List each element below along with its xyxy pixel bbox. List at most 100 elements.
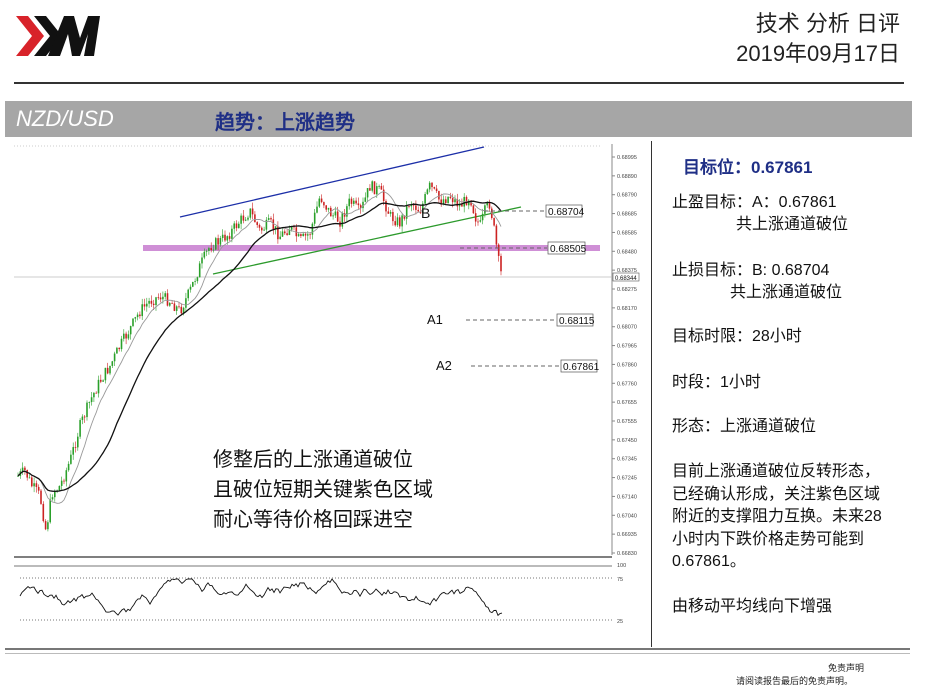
description-line-2: 已经确认形成，关注紫色区域: [672, 486, 881, 503]
purple-zone: [143, 245, 600, 251]
candle-body: [83, 416, 86, 418]
candle-body: [293, 226, 295, 228]
candle-body: [171, 303, 173, 304]
candle-body: [281, 231, 284, 237]
axis-tick-label: 0.68480: [617, 249, 637, 255]
candle-body: [180, 306, 183, 314]
candle-body: [382, 189, 385, 202]
candle-body: [136, 314, 139, 318]
candle-body: [373, 181, 376, 195]
candle-body: [198, 263, 201, 278]
candle-body: [309, 234, 311, 236]
axis-tick-label: 0.67760: [617, 381, 637, 387]
candle-body: [297, 234, 300, 237]
price-axis: 0.68995 0.68890 0.68790 0.68685 0.68585 0.684…: [612, 155, 637, 557]
candle-body: [217, 238, 219, 245]
candle-body: [251, 208, 254, 215]
footer-rule: [5, 648, 910, 650]
candle-body: [286, 233, 288, 235]
candle-body: [451, 198, 454, 203]
axis-tick-label: 0.68890: [617, 174, 637, 180]
candle-body: [221, 234, 224, 238]
xm-logo: XM: [16, 16, 100, 56]
candle-body: [465, 196, 468, 206]
candle-body: [208, 248, 210, 251]
description-line-1: 目前上涨通道破位反转形态，: [672, 463, 881, 480]
candle-body: [37, 486, 40, 491]
candle-body: [192, 281, 194, 287]
candle-body: [495, 225, 498, 245]
candle-body: [65, 470, 68, 482]
candle-body: [35, 483, 38, 487]
candle-body: [428, 182, 431, 190]
candle-body: [290, 226, 293, 230]
chart-note-2: 且破位短期关键紫色区域: [213, 479, 433, 501]
candle-body: [235, 223, 238, 229]
candle-body: [169, 303, 171, 306]
candle-body: [109, 365, 111, 374]
target-level: 目标位：0.67861: [683, 158, 813, 177]
candle-body: [366, 188, 369, 198]
candle-body: [146, 303, 148, 307]
candle-body: [500, 255, 502, 272]
candle-body: [231, 228, 233, 239]
candle-body: [189, 286, 192, 290]
fast-ma-line: [17, 191, 502, 504]
rsi-line: [19, 578, 503, 617]
candle-body: [325, 205, 327, 210]
candle-body: [100, 379, 102, 382]
axis-tick-label: 0.67140: [617, 494, 637, 500]
candle-body: [60, 480, 63, 486]
axis-tick-label: 0.67245: [617, 476, 637, 482]
candle-body: [215, 238, 217, 250]
candle-body: [40, 490, 42, 504]
axis-tick-label: 0.68585: [617, 230, 637, 236]
candle-body: [323, 202, 325, 206]
candle-body: [369, 188, 371, 191]
candle-body: [488, 202, 491, 209]
panel-divider: [651, 141, 652, 647]
rsi-tick-25: 25: [617, 619, 623, 625]
candle-body: [300, 234, 302, 237]
candle-body: [93, 392, 95, 398]
description-line-5: 0.67861。: [672, 553, 746, 570]
candle-body: [362, 201, 364, 209]
report-title: 技术 分析 日评: [755, 11, 900, 36]
candle-body: [49, 499, 51, 523]
stop-loss-line-1: 止损目标：B: 0.68704: [672, 262, 830, 279]
candle-body: [401, 215, 403, 227]
a2-price: 0.67861: [563, 362, 600, 373]
candle-body: [261, 227, 263, 231]
candle-body: [228, 236, 231, 239]
candle-body: [201, 257, 203, 264]
candle-body: [272, 219, 275, 230]
candle-body: [311, 223, 314, 235]
candle-body: [353, 200, 355, 204]
footer-rule-thin: [5, 653, 910, 654]
candle-body: [461, 204, 463, 207]
candle-body: [359, 205, 362, 209]
candle-body: [120, 338, 123, 350]
candle-body: [74, 447, 77, 448]
candle-body: [42, 503, 45, 522]
resist-b-price: 0.68704: [548, 207, 585, 218]
candle-body: [417, 209, 419, 212]
candle-body: [380, 185, 383, 190]
candle-body: [486, 202, 488, 206]
candle-body: [438, 191, 440, 200]
candle-body: [95, 392, 97, 394]
candle-body: [212, 249, 215, 251]
candle-body: [320, 198, 323, 203]
candle-body: [350, 198, 353, 204]
slow-ma-line: [17, 200, 502, 492]
candle-body: [111, 361, 114, 366]
marker-a2: A2: [436, 358, 452, 373]
currency-pair: NZD/USD: [16, 106, 114, 131]
candle-body: [424, 194, 426, 204]
candle-body: [288, 229, 291, 235]
candle-body: [233, 223, 235, 229]
candle-body: [150, 300, 153, 304]
candle-body: [415, 205, 417, 210]
candle-body: [336, 211, 339, 222]
candle-body: [44, 521, 47, 530]
